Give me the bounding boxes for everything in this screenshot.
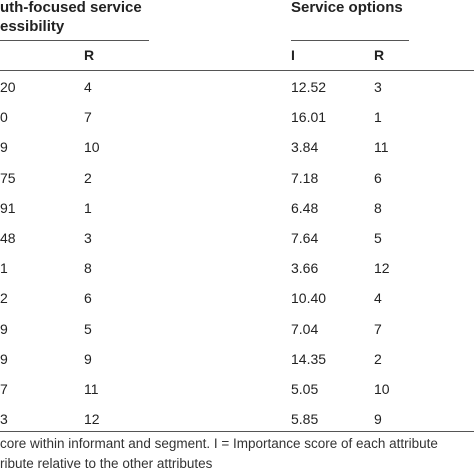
cell-left-r: 6 [84, 290, 92, 306]
cell-left-r: 4 [84, 79, 92, 95]
cell-right-i: 6.48 [291, 200, 319, 216]
cell-left-i: 91 [0, 200, 16, 216]
cell-right-r: 11 [374, 139, 389, 155]
cell-left-i: 3 [0, 411, 8, 427]
footnote-line2: ribute relative to the other attributes [0, 456, 213, 471]
cell-right-r: 7 [374, 321, 382, 337]
cell-left-i: 48 [0, 230, 16, 246]
cell-right-r: 8 [374, 200, 382, 216]
cell-left-i: 1 [0, 260, 8, 276]
cell-left-i: 2 [0, 290, 8, 306]
cell-right-i: 5.05 [291, 381, 319, 397]
header-bottom-rule [0, 70, 474, 71]
group-right-title: Service options [291, 0, 403, 16]
cell-left-r: 11 [84, 381, 99, 397]
cell-left-r: 7 [84, 109, 92, 125]
cell-right-r: 2 [374, 351, 382, 367]
cell-left-r: 1 [84, 200, 92, 216]
cell-right-r: 4 [374, 290, 382, 306]
cell-left-r: 8 [84, 260, 92, 276]
group-right-rule [291, 40, 409, 41]
cell-left-i: 9 [0, 351, 8, 367]
cell-left-i: 9 [0, 321, 8, 337]
cell-right-i: 7.64 [291, 230, 319, 246]
table-bottom-rule [0, 431, 474, 432]
cell-right-i: 7.18 [291, 170, 319, 186]
cell-left-i: 0 [0, 109, 8, 125]
cell-right-i: 3.84 [291, 139, 319, 155]
cell-right-r: 6 [374, 170, 382, 186]
cell-left-r: 3 [84, 230, 92, 246]
cell-left-i: 7 [0, 381, 8, 397]
cell-right-r: 1 [374, 109, 382, 125]
cell-left-r: 10 [84, 139, 100, 155]
group-left-title-line2: essibility [0, 18, 65, 35]
cell-right-i: 3.66 [291, 260, 319, 276]
cell-left-r: 12 [84, 411, 100, 427]
cell-right-i: 12.52 [291, 79, 327, 95]
cell-right-i: 16.01 [291, 109, 327, 125]
cell-left-r: 2 [84, 170, 92, 186]
cell-right-i: 5.85 [291, 411, 319, 427]
cell-right-i: 7.04 [291, 321, 319, 337]
cell-right-i: 10.40 [291, 290, 327, 306]
cell-right-r: 9 [374, 411, 382, 427]
cell-left-i: 9 [0, 139, 8, 155]
cell-right-r: 5 [374, 230, 382, 246]
cell-right-i: 14.35 [291, 351, 327, 367]
footnote-line1: core within informant and segment. I = I… [0, 436, 438, 451]
cell-right-r: 12 [374, 260, 390, 276]
col-header-left-r: R [84, 47, 95, 63]
col-header-right-i: I [291, 47, 295, 63]
cell-left-r: 5 [84, 321, 92, 337]
cell-right-r: 10 [374, 381, 390, 397]
cell-left-i: 75 [0, 170, 16, 186]
cell-left-i: 20 [0, 79, 16, 95]
group-left-rule [0, 40, 149, 41]
cell-right-r: 3 [374, 79, 382, 95]
cell-left-r: 9 [84, 351, 92, 367]
group-left-title-line1: uth-focused service [0, 0, 142, 16]
col-header-right-r: R [374, 47, 385, 63]
